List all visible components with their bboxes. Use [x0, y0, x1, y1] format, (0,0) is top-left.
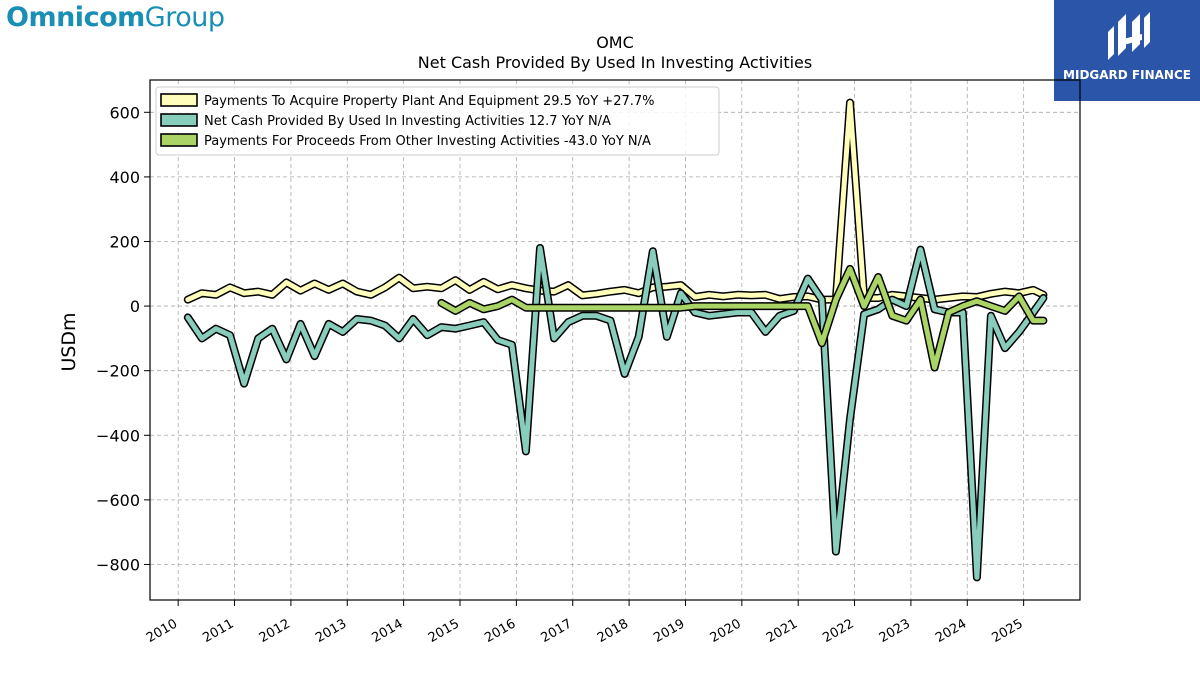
x-tick-label: 2025 — [989, 616, 1025, 646]
x-tick-label: 2012 — [257, 616, 293, 646]
x-tick-label: 2023 — [877, 616, 913, 646]
legend-label: Payments For Proceeds From Other Investi… — [204, 134, 651, 149]
legend-entry: Payments For Proceeds From Other Investi… — [160, 133, 651, 149]
logo-bold-part: Omnicom — [6, 2, 145, 33]
x-tick-label: 2022 — [820, 616, 856, 646]
x-tick-label: 2010 — [144, 616, 180, 646]
legend-swatch — [160, 133, 198, 147]
x-tick-label: 2013 — [313, 616, 349, 646]
legend-swatch — [160, 113, 198, 127]
x-tick-label: 2020 — [708, 616, 744, 646]
x-tick-label: 2019 — [651, 616, 687, 646]
chart-subtitle: Net Cash Provided By Used In Investing A… — [418, 53, 812, 72]
midgard-finance-logo: MIDGARD FINANCE — [1054, 0, 1200, 101]
x-tick-label: 2017 — [539, 616, 575, 646]
midgard-wordmark: MIDGARD FINANCE — [1063, 68, 1191, 82]
midgard-logo-mark-icon — [1108, 12, 1150, 60]
x-tick-label: 2016 — [482, 616, 518, 646]
y-axis: 600 400 200 0 −200 −400 −600 −800 — [96, 103, 150, 574]
legend-swatch — [160, 93, 198, 107]
series-line — [185, 245, 1046, 580]
x-tick-label: 2015 — [426, 616, 462, 646]
legend-entry: Payments To Acquire Property Plant And E… — [160, 93, 655, 109]
y-axis-label: USDm — [58, 312, 80, 371]
legend-label: Net Cash Provided By Used In Investing A… — [204, 114, 611, 129]
series-3 — [437, 264, 1048, 372]
plot-frame — [149, 79, 1081, 601]
y-tick-label: 600 — [109, 103, 140, 122]
legend-entry: Net Cash Provided By Used In Investing A… — [160, 113, 611, 129]
y-tick-label: −400 — [96, 426, 140, 445]
legend: Payments To Acquire Property Plant And E… — [155, 86, 720, 156]
x-tick-label: 2011 — [200, 616, 236, 646]
x-tick-label: 2024 — [933, 616, 969, 646]
x-axis: 2010 2011 2012 2013 2014 2015 2016 2017 2018 2019… — [144, 600, 1026, 646]
legend-box — [155, 86, 720, 156]
logo-light-part: Group — [144, 2, 225, 33]
y-tick-label: −200 — [96, 362, 140, 381]
series-2 — [183, 244, 1048, 582]
y-tick-label: −600 — [96, 491, 140, 510]
y-tick-label: 0 — [130, 297, 140, 316]
chart-title: OMC — [596, 33, 634, 52]
grid-lines — [150, 80, 1080, 600]
y-tick-label: 400 — [109, 168, 140, 187]
series-line — [185, 100, 1046, 303]
legend-label: Payments To Acquire Property Plant And E… — [204, 94, 655, 109]
x-tick-label: 2014 — [369, 616, 405, 646]
series-1 — [183, 98, 1048, 304]
y-tick-label: 200 — [109, 232, 140, 251]
omnicom-group-logo: OmnicomGroup — [6, 2, 225, 33]
x-tick-label: 2021 — [764, 616, 800, 646]
y-tick-label: −800 — [96, 555, 140, 574]
series-lines — [183, 98, 1048, 582]
series-line — [438, 266, 1046, 370]
x-tick-label: 2018 — [595, 616, 631, 646]
